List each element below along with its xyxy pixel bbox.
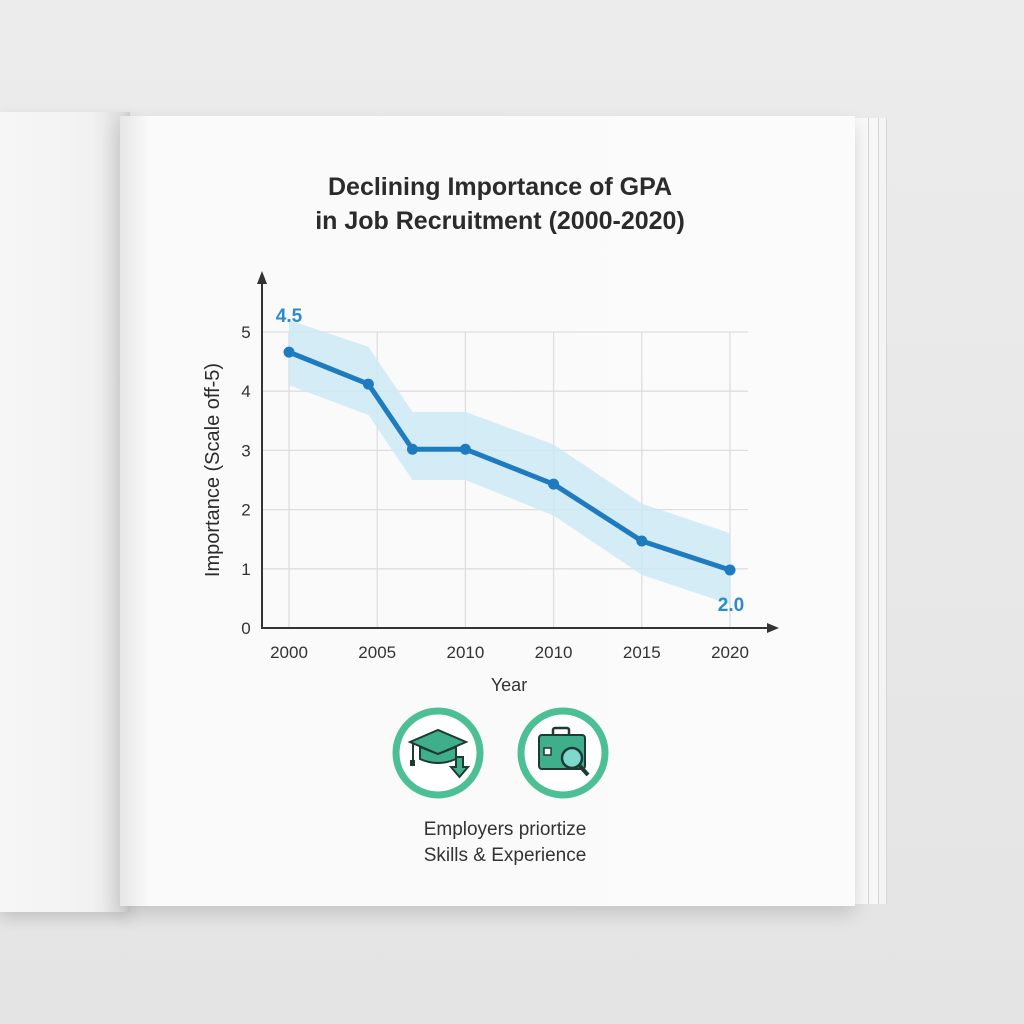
y-tick-label: 1: [241, 560, 250, 579]
data-point: [548, 478, 560, 490]
x-tick-label: 2010: [535, 643, 573, 662]
x-axis-label: Year: [491, 675, 527, 695]
caption-line-2: Skills & Experience: [423, 845, 587, 866]
data-point: [283, 346, 295, 358]
x-tick-label: 2020: [711, 643, 749, 662]
y-tick-label: 2: [241, 501, 250, 520]
right-book-page: [120, 116, 855, 906]
caption-line-1: Employers priortize: [423, 819, 587, 840]
data-point: [636, 535, 648, 547]
data-point: [362, 378, 374, 390]
chart-title-line-1: Declining Importance of GPA: [327, 173, 673, 201]
data-point: [724, 564, 736, 576]
data-point: [406, 443, 418, 455]
confidence-band: [289, 320, 730, 605]
data-point: [459, 443, 471, 455]
x-tick-label: 2005: [358, 643, 396, 662]
left-book-page: [0, 112, 130, 912]
data-label-end: 2.0: [718, 595, 744, 616]
x-tick-label: 2000: [270, 643, 308, 662]
data-label-start: 4.5: [276, 306, 303, 327]
y-tick-label: 0: [241, 619, 250, 638]
y-tick-label: 5: [241, 323, 250, 342]
chart-title-line-2: in Job Recruitment (2000-2020): [315, 207, 685, 235]
x-axis-arrow-icon: [767, 623, 779, 633]
y-tick-label: 3: [241, 441, 250, 460]
y-axis-label: Importance (Scale off-5): [202, 363, 224, 577]
x-tick-label: 2015: [623, 643, 661, 662]
y-tick-label: 4: [241, 382, 250, 401]
x-tick-label: 2010: [446, 643, 484, 662]
y-axis-arrow-icon: [257, 271, 267, 284]
